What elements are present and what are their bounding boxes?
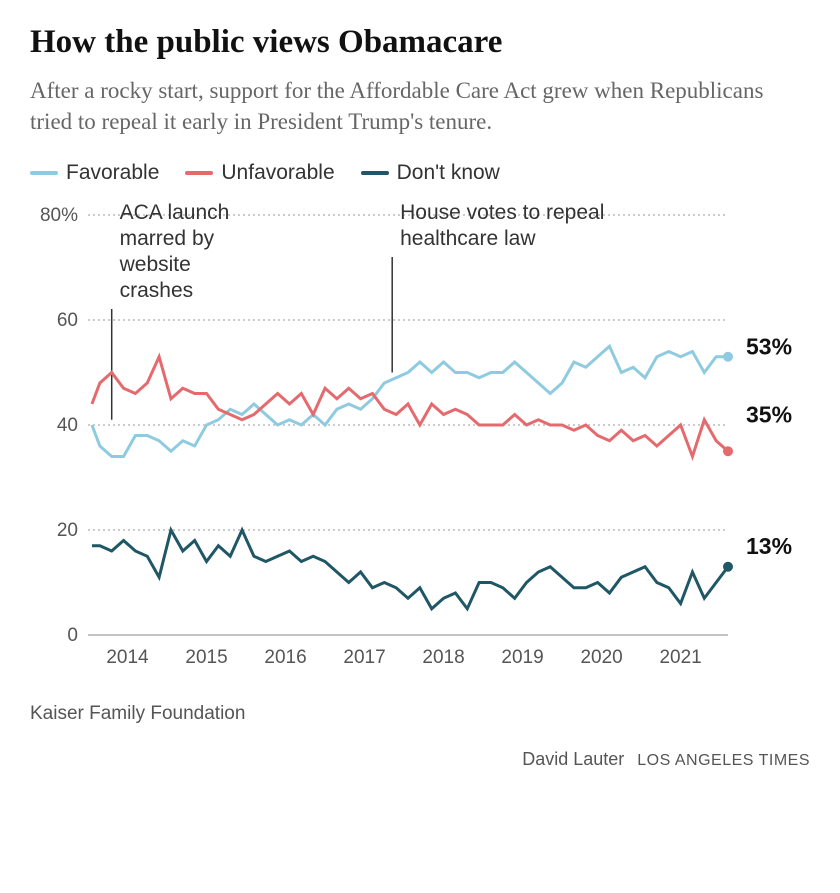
svg-text:2020: 2020 (580, 647, 622, 668)
svg-text:13%: 13% (746, 533, 792, 559)
svg-text:35%: 35% (746, 402, 792, 428)
svg-text:crashes: crashes (120, 279, 194, 302)
svg-text:House votes to repeal: House votes to repeal (400, 201, 604, 224)
legend: Favorable Unfavorable Don't know (30, 161, 810, 185)
legend-swatch (30, 171, 58, 175)
svg-text:2018: 2018 (422, 647, 464, 668)
svg-text:60: 60 (57, 310, 78, 331)
svg-text:20: 20 (57, 520, 78, 541)
svg-text:2021: 2021 (659, 647, 701, 668)
svg-text:2015: 2015 (185, 647, 227, 668)
legend-swatch (361, 171, 389, 175)
legend-item-dontknow: Don't know (361, 161, 500, 185)
line-chart-svg: 0 20 40 60 80% 2014 2015 2016 2017 2018 2019 2020 20… (30, 195, 810, 675)
svg-text:marred by: marred by (120, 227, 215, 250)
byline: David Lauter LOS ANGELES TIMES (30, 749, 810, 770)
byline-author: David Lauter (522, 749, 624, 769)
svg-text:website: website (119, 253, 191, 276)
svg-text:ACA launch: ACA launch (120, 201, 230, 224)
chart-title: How the public views Obamacare (30, 24, 810, 61)
svg-text:0: 0 (67, 625, 78, 646)
legend-swatch (185, 171, 213, 175)
legend-item-unfavorable: Unfavorable (185, 161, 334, 185)
byline-publication: LOS ANGELES TIMES (637, 752, 810, 769)
chart-subtitle: After a rocky start, support for the Aff… (30, 75, 790, 137)
svg-text:2016: 2016 (264, 647, 306, 668)
svg-text:80%: 80% (40, 205, 78, 226)
svg-text:2014: 2014 (106, 647, 149, 668)
legend-item-favorable: Favorable (30, 161, 159, 185)
legend-label: Unfavorable (221, 161, 334, 185)
svg-text:healthcare law: healthcare law (400, 227, 536, 250)
svg-text:53%: 53% (746, 333, 792, 359)
svg-text:40: 40 (57, 415, 78, 436)
source-line: Kaiser Family Foundation (30, 703, 810, 725)
chart-area: 0 20 40 60 80% 2014 2015 2016 2017 2018 2019 2020 20… (30, 195, 810, 675)
svg-text:2017: 2017 (343, 647, 385, 668)
svg-text:2019: 2019 (501, 647, 543, 668)
legend-label: Don't know (397, 161, 500, 185)
legend-label: Favorable (66, 161, 159, 185)
